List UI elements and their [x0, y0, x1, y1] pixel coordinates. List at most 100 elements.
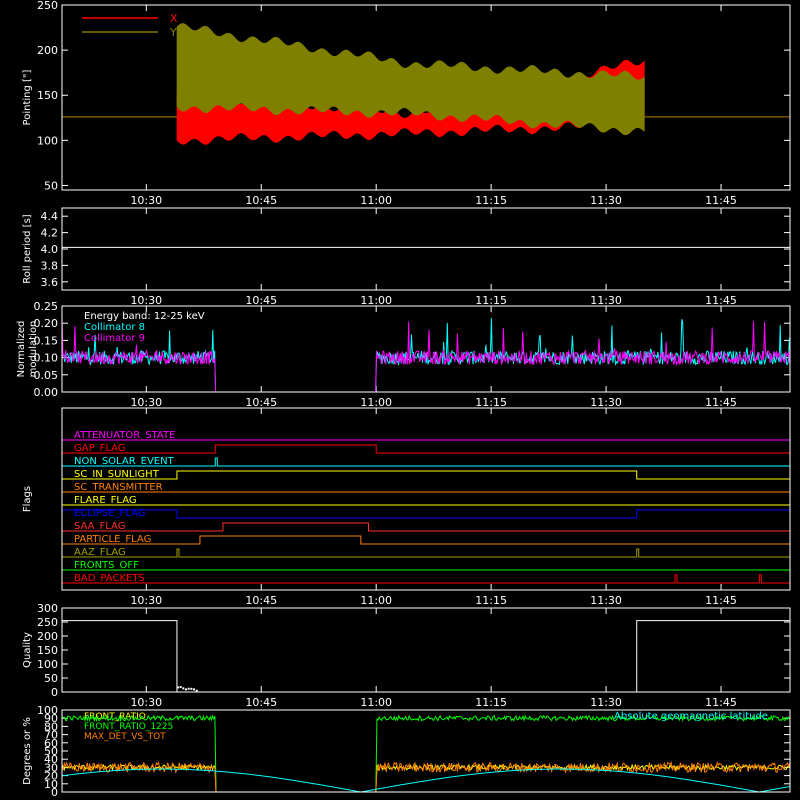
- x-tick-label-4-5: 11:45: [705, 696, 737, 709]
- x-tick-label-3-2: 11:00: [360, 594, 392, 607]
- x-tick-label-1-3: 11:15: [475, 294, 507, 307]
- legend-label-front-ratio-1225: FRONT_RATIO_1225: [84, 722, 173, 732]
- y-tick-label-5-1: 10: [44, 778, 58, 791]
- y-axis-label-2: Normalized: [16, 321, 27, 378]
- x-tick-label-0-2: 11:00: [360, 194, 392, 207]
- y-tick-label-4-3: 150: [37, 644, 58, 657]
- flag-label-flare-flag: FLARE_FLAG: [74, 495, 137, 506]
- x-tick-label-1-0: 10:30: [130, 294, 162, 307]
- annotation-geomagnetic-latitude: Absolute geomagnetic latitude: [614, 711, 768, 722]
- energy-band-annotation: Energy band: 12-25 keV: [84, 311, 205, 322]
- x-tick-label-3-3: 11:15: [475, 594, 507, 607]
- y-tick-label-1-3: 4.2: [41, 227, 59, 240]
- series-absolute-geomagnetic-latitude: [61, 768, 791, 793]
- y-axis-label-4: Quality: [22, 632, 33, 668]
- x-tick-label-2-5: 11:45: [705, 396, 737, 409]
- x-tick-label-0-0: 10:30: [130, 194, 162, 207]
- x-tick-label-3-4: 11:30: [590, 594, 622, 607]
- y-tick-label-4-6: 300: [37, 602, 58, 615]
- y-tick-label-2-1: 0.05: [34, 369, 59, 382]
- x-tick-label-1-5: 11:45: [705, 294, 737, 307]
- x-tick-label-1-2: 11:00: [360, 294, 392, 307]
- quality-point: [184, 688, 187, 691]
- flag-line-particle-flag: [62, 535, 790, 545]
- flag-line-aaz-flag: [62, 548, 790, 558]
- panel-frame-1: [61, 207, 791, 291]
- y-tick-label-2-3: 0.15: [34, 334, 59, 347]
- y-tick-label-5-8: 80: [44, 720, 58, 733]
- x-tick-label-4-2: 11:00: [360, 696, 392, 709]
- x-tick-label-2-0: 10:30: [130, 396, 162, 409]
- x-tick-label-4-1: 10:45: [245, 696, 277, 709]
- quality-point: [195, 689, 198, 692]
- quality-point: [179, 686, 182, 689]
- y-tick-label-5-10: 100: [37, 704, 58, 717]
- flag-label-fronts-off: FRONTS_OFF: [74, 560, 139, 571]
- flag-line-bad-packets: [62, 574, 790, 584]
- legend-label-y: Y: [169, 26, 177, 39]
- y-tick-label-4-5: 250: [37, 616, 58, 629]
- y-tick-label-5-4: 40: [44, 753, 58, 766]
- quality-point: [187, 687, 190, 690]
- y-tick-label-0-4: 250: [37, 0, 58, 12]
- y-tick-label-4-0: 0: [51, 686, 58, 699]
- y-tick-label-5-7: 70: [44, 729, 58, 742]
- flag-label-eclipse-flag: ECLIPSE_FLAG: [74, 508, 145, 519]
- legend-label-max-det-vs-tot: MAX_DET_VS_TOT: [84, 732, 166, 742]
- flag-line-saa-flag: [62, 522, 790, 532]
- flag-line-sc-in-sunlight: [62, 470, 790, 480]
- flag-label-sc-in-sunlight: SC_IN_SUNLIGHT: [74, 469, 160, 480]
- series-y-pointing: [62, 23, 790, 136]
- legend-label-collimator-8: Collimator 8: [84, 322, 145, 333]
- flag-line-gap-flag: [62, 444, 790, 454]
- flag-label-aaz-flag: AAZ_FLAG: [74, 547, 126, 558]
- x-tick-label-1-4: 11:30: [590, 294, 622, 307]
- y-tick-label-4-4: 200: [37, 630, 58, 643]
- quality-point: [182, 687, 185, 690]
- quality-point: [190, 687, 193, 690]
- x-tick-label-0-3: 11:15: [475, 194, 507, 207]
- y-tick-label-1-4: 4.4: [41, 210, 59, 223]
- flag-line-non-solar-event: [62, 457, 790, 467]
- x-tick-label-2-1: 10:45: [245, 396, 277, 409]
- flag-label-attenuator-state: ATTENUATOR_STATE: [74, 430, 175, 441]
- x-tick-label-0-4: 11:30: [590, 194, 622, 207]
- x-tick-label-3-0: 10:30: [130, 594, 162, 607]
- y-tick-label-1-1: 3.8: [41, 259, 59, 272]
- y-axis-label-1: Roll period [s]: [22, 214, 33, 283]
- y-tick-label-2-5: 0.25: [34, 300, 59, 313]
- y-tick-label-5-9: 90: [44, 712, 58, 725]
- x-tick-label-0-1: 10:45: [245, 194, 277, 207]
- panel-frame-2: [61, 305, 791, 393]
- y-axis-label-0: Pointing ["]: [22, 69, 33, 125]
- modulation-collimator-9: [61, 318, 790, 393]
- y-tick-label-0-1: 100: [37, 134, 58, 147]
- y-tick-label-5-6: 60: [44, 737, 58, 750]
- flag-line-eclipse-flag: [61, 509, 791, 519]
- flag-label-gap-flag: GAP_FLAG: [74, 443, 126, 454]
- y-tick-label-0-3: 200: [37, 44, 58, 57]
- y-tick-label-0-2: 150: [37, 89, 58, 102]
- legend-label-front-ratio: FRONT_RATIO: [84, 712, 146, 722]
- x-tick-label-4-3: 11:15: [475, 696, 507, 709]
- series-y-oscillation: [176, 23, 645, 136]
- legend-label-collimator-9: Collimator 9: [84, 333, 145, 344]
- y-tick-label-1-2: 4.0: [41, 243, 59, 256]
- series-max-det-vs-tot: [61, 760, 791, 793]
- x-tick-label-0-5: 11:45: [705, 194, 737, 207]
- y-tick-label-2-0: 0.00: [34, 386, 59, 399]
- panel-frame-4: [61, 607, 791, 693]
- flag-label-saa-flag: SAA_FLAG: [74, 521, 125, 532]
- legend-label-x: X: [170, 12, 178, 25]
- flag-label-non-solar-event: NON_SOLAR_EVENT: [74, 456, 175, 467]
- x-tick-label-4-0: 10:30: [130, 696, 162, 709]
- y-axis-label-3: Flags: [22, 486, 33, 512]
- y-tick-label-2-4: 0.20: [34, 317, 59, 330]
- x-tick-label-3-5: 11:45: [705, 594, 737, 607]
- y-tick-label-0-0: 50: [44, 179, 58, 192]
- flag-label-bad-packets: BAD_PACKETS: [74, 573, 145, 584]
- panel-frame-0: [61, 4, 791, 191]
- y-tick-label-2-2: 0.10: [34, 352, 59, 365]
- y-tick-label-5-5: 50: [44, 745, 58, 758]
